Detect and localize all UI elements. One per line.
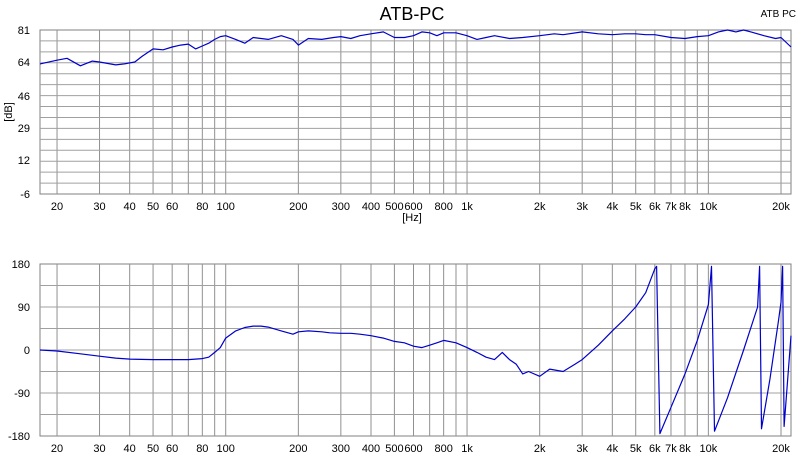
phase-x-tick-label: 8k — [679, 443, 691, 455]
magnitude-y-tick-label: 81 — [18, 25, 30, 37]
magnitude-x-tick-label: 300 — [332, 201, 350, 213]
phase-plot: 180 90 0 -90 -180 20 30 40 50 60 80 100 200 300 400 500… — [8, 259, 792, 455]
magnitude-series-line — [39, 29, 792, 67]
magnitude-x-tick-label: 20 — [51, 201, 63, 213]
magnitude-x-tick-label: 6k — [649, 201, 661, 213]
phase-x-tick-label: 40 — [124, 443, 136, 455]
magnitude-plot-frame — [39, 29, 792, 195]
phase-x-tick-label: 400 — [362, 443, 380, 455]
magnitude-x-tick-label: 400 — [362, 201, 380, 213]
phase-x-tick-label: 200 — [289, 443, 307, 455]
phase-x-tick-label: 60 — [166, 443, 178, 455]
phase-x-tick-label: 600 — [404, 443, 422, 455]
corner-label: ATB PC — [761, 9, 796, 20]
magnitude-y-tick-label: -6 — [20, 189, 30, 201]
magnitude-x-tick-label: 50 — [147, 201, 159, 213]
magnitude-y-tick-label: 12 — [18, 155, 30, 167]
magnitude-x-axis-label: [Hz] — [402, 212, 422, 224]
magnitude-x-tick-label: 200 — [289, 201, 307, 213]
phase-x-tick-label: 100 — [217, 443, 235, 455]
magnitude-x-tick-label: 20k — [772, 201, 790, 213]
phase-y-tick-label: -180 — [8, 431, 30, 443]
magnitude-y-tick-label: 64 — [18, 57, 30, 69]
phase-y-tick-label: 0 — [24, 345, 30, 357]
magnitude-x-tick-label: 7k — [665, 201, 677, 213]
magnitude-x-tick-label: 3k — [576, 201, 588, 213]
magnitude-x-tick-label: 100 — [217, 201, 235, 213]
phase-x-tick-label: 20k — [772, 443, 790, 455]
magnitude-x-tick-label: 500 — [385, 201, 403, 213]
magnitude-x-tick-label: 1k — [461, 201, 473, 213]
phase-x-tick-label: 3k — [576, 443, 588, 455]
phase-x-tick-label: 4k — [607, 443, 619, 455]
magnitude-y-axis-label: [dB] — [3, 102, 15, 122]
phase-x-tick-label: 7k — [665, 443, 677, 455]
magnitude-x-tick-label: 8k — [679, 201, 691, 213]
magnitude-x-tick-label: 2k — [534, 201, 546, 213]
phase-x-tick-label: 5k — [630, 443, 642, 455]
phase-x-tick-label: 20 — [51, 443, 63, 455]
magnitude-y-tick-label: 29 — [18, 123, 30, 135]
phase-x-tick-label: 300 — [332, 443, 350, 455]
magnitude-x-tick-label: 10k — [699, 201, 717, 213]
phase-x-tick-label: 500 — [385, 443, 403, 455]
magnitude-y-tick-label: 46 — [18, 91, 30, 103]
magnitude-x-tick-label: 5k — [630, 201, 642, 213]
magnitude-x-tick-label: 600 — [404, 201, 422, 213]
phase-x-tick-label: 1k — [461, 443, 473, 455]
phase-x-tick-label: 800 — [434, 443, 452, 455]
chart-title: ATB-PC — [380, 4, 445, 24]
phase-x-tick-label: 50 — [147, 443, 159, 455]
magnitude-x-tick-label: 40 — [124, 201, 136, 213]
magnitude-x-tick-label: 80 — [196, 201, 208, 213]
phase-x-tick-label: 30 — [93, 443, 105, 455]
magnitude-x-tick-label: 60 — [166, 201, 178, 213]
phase-x-tick-label: 2k — [534, 443, 546, 455]
phase-x-tick-label: 10k — [699, 443, 717, 455]
phase-y-tick-label: 180 — [12, 259, 30, 271]
phase-x-tick-label: 80 — [196, 443, 208, 455]
magnitude-x-tick-label: 800 — [434, 201, 452, 213]
phase-series-line — [39, 265, 792, 435]
magnitude-x-tick-label: 30 — [93, 201, 105, 213]
phase-y-tick-label: -90 — [14, 388, 30, 400]
phase-y-tick-label: 90 — [18, 302, 30, 314]
phase-x-tick-label: 6k — [649, 443, 661, 455]
magnitude-x-tick-label: 4k — [607, 201, 619, 213]
